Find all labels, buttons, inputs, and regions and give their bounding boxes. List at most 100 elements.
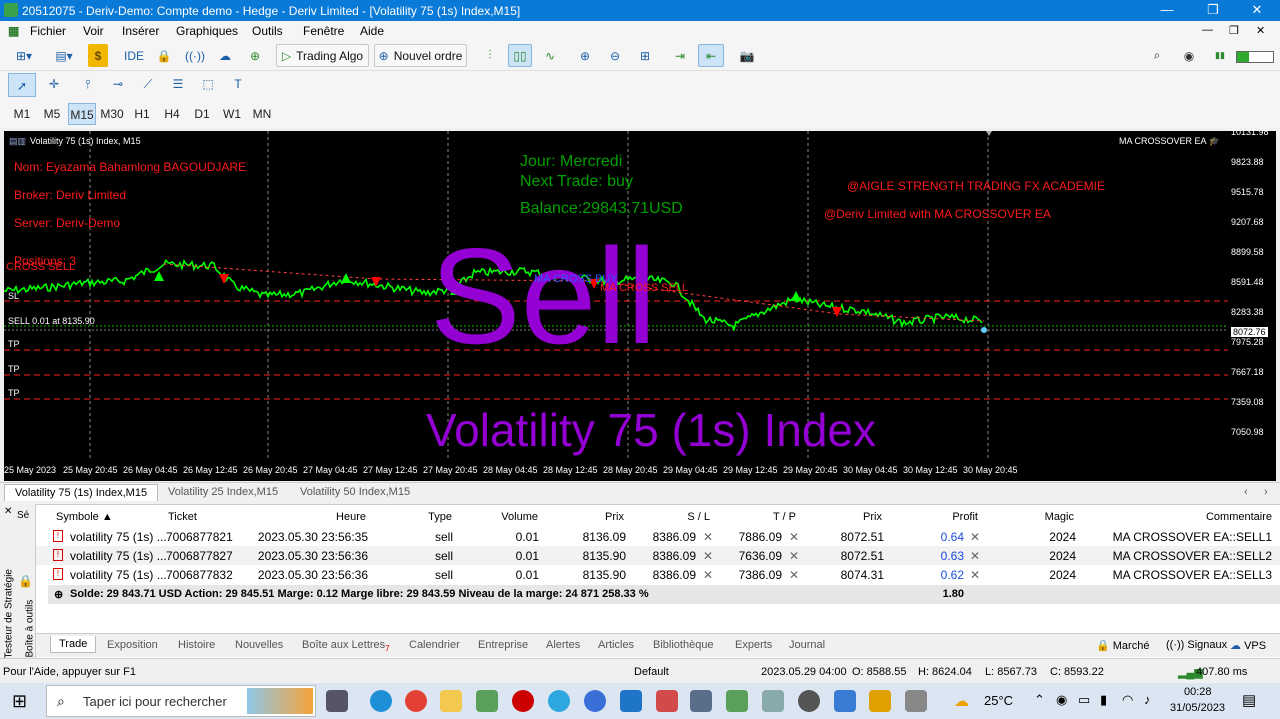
tab-entreprise[interactable]: Entreprise: [478, 639, 529, 651]
app-icon-5[interactable]: [726, 690, 748, 712]
tf-w1[interactable]: W1: [223, 107, 241, 121]
col-prix-current[interactable]: Prix: [863, 511, 882, 523]
tp-remove-icon[interactable]: ✕: [789, 568, 800, 582]
price-chart[interactable]: ▤▥ Volatility 75 (1s) Index, M15 MA CROSS…: [4, 131, 1228, 461]
app-icon-6[interactable]: [762, 690, 784, 712]
tf-d1[interactable]: D1: [194, 107, 210, 121]
globe-icon[interactable]: ⊕: [249, 48, 261, 63]
line-chart-icon[interactable]: ∿: [544, 48, 556, 63]
weather-icon[interactable]: ☁: [954, 693, 969, 710]
mini-restore[interactable]: ❐: [1229, 25, 1239, 37]
signals-button[interactable]: ((·)) Signaux: [1166, 639, 1227, 651]
account-icon[interactable]: ◉: [1183, 48, 1195, 63]
app-icon-7[interactable]: [834, 690, 856, 712]
cursor-icon[interactable]: ➚: [8, 73, 36, 97]
vscode-icon[interactable]: [620, 690, 642, 712]
keyboard-icon[interactable]: [905, 690, 927, 712]
app-icon-4[interactable]: [690, 690, 712, 712]
tab-nouvelles[interactable]: Nouvelles: [235, 639, 284, 651]
new-chart-icon[interactable]: ⊞▾: [15, 48, 33, 63]
mini-close[interactable]: ✕: [1256, 25, 1266, 37]
tf-m1[interactable]: M1: [13, 107, 31, 121]
new-order-button[interactable]: ⊕ Nouvel ordre: [374, 44, 467, 67]
crosshair-icon[interactable]: ✛: [48, 77, 60, 91]
settings-icon[interactable]: [798, 690, 820, 712]
close-position-icon[interactable]: ✕: [970, 530, 981, 544]
shapes-icon[interactable]: ⬚: [202, 77, 214, 91]
col-commentaire[interactable]: Commentaire: [1205, 511, 1272, 523]
menu-fenetre[interactable]: Fenêtre: [303, 24, 345, 38]
sl-remove-icon[interactable]: ✕: [703, 549, 714, 563]
col-prix[interactable]: Prix: [605, 511, 624, 523]
explorer-icon[interactable]: [440, 690, 462, 712]
notification-icon[interactable]: ▤: [1242, 692, 1257, 709]
taskbar-search[interactable]: ⌕ Taper ici pour rechercher: [46, 685, 316, 717]
col-profit[interactable]: Profit: [952, 511, 978, 523]
table-row[interactable]: ! volatility 75 (1s) ... 7006877821 2023…: [0, 527, 1280, 546]
trading-algo-button[interactable]: ▷ Trading Algo: [276, 44, 369, 67]
app-menu-icon[interactable]: ▦: [8, 24, 20, 38]
minimize-button[interactable]: —: [1160, 2, 1174, 17]
autoscroll-icon[interactable]: ⇥: [674, 48, 686, 63]
menu-fichier[interactable]: Fichier: [30, 24, 67, 38]
menu-voir[interactable]: Voir: [83, 24, 104, 38]
tab-histoire[interactable]: Histoire: [178, 639, 216, 651]
cloud-icon[interactable]: ☁: [219, 48, 231, 63]
windows-start-icon[interactable]: ⊞: [12, 691, 28, 711]
mini-minimize[interactable]: —: [1202, 24, 1213, 36]
edge-icon[interactable]: [370, 690, 392, 712]
menu-outils[interactable]: Outils: [252, 24, 283, 38]
channel-icon[interactable]: ☰: [172, 77, 184, 91]
level-icon[interactable]: ▮▮: [1215, 50, 1225, 60]
strategy-tester-label[interactable]: Testeur de Stratégie: [3, 569, 15, 659]
tray-network-icon[interactable]: ▭: [1078, 692, 1091, 707]
zoom-out-icon[interactable]: ⊖: [609, 48, 621, 63]
col-tp[interactable]: T / P: [772, 511, 796, 523]
bar-chart-icon[interactable]: ⫶: [488, 48, 492, 62]
dollar-icon[interactable]: $: [88, 44, 108, 67]
col-ticket[interactable]: Ticket: [168, 511, 197, 523]
col-heure[interactable]: Heure: [336, 511, 366, 523]
trendline-icon[interactable]: ⟋: [143, 77, 153, 91]
app-icon-1[interactable]: [476, 690, 498, 712]
zoom-in-icon[interactable]: ⊕: [579, 48, 591, 63]
wifi-icon[interactable]: ◠: [1122, 692, 1134, 707]
price-axis[interactable]: 10131.98 9823.88 9515.78 9207.68 8899.58…: [1228, 127, 1276, 462]
chrome-icon[interactable]: [405, 690, 427, 712]
tab-experts[interactable]: Experts: [735, 639, 773, 651]
lock-icon[interactable]: 🔒: [156, 48, 172, 63]
tab-scroll-left-icon[interactable]: ‹: [1244, 486, 1248, 498]
toolbox-label[interactable]: Boîte à outils: [24, 599, 36, 658]
signal-icon[interactable]: ((·)): [185, 48, 205, 63]
tf-m30[interactable]: M30: [100, 107, 124, 121]
col-type[interactable]: Type: [428, 511, 452, 523]
horizontal-line-icon[interactable]: ⊸: [112, 77, 124, 91]
grid-icon[interactable]: ⊞: [639, 48, 651, 63]
tab-trade[interactable]: Trade: [50, 636, 97, 653]
col-volume[interactable]: Volume: [501, 511, 538, 523]
table-row[interactable]: ! volatility 75 (1s) ... 7006877832 2023…: [0, 565, 1280, 584]
volume-icon[interactable]: ♪: [1144, 692, 1151, 707]
tab-exposition[interactable]: Exposition: [107, 639, 158, 651]
tab-scroll-right-icon[interactable]: ›: [1264, 486, 1268, 498]
col-symbole[interactable]: Symbole ▲: [56, 511, 113, 523]
metatrader-icon[interactable]: [869, 690, 891, 712]
tp-remove-icon[interactable]: ✕: [789, 549, 800, 563]
candlestick-icon[interactable]: ▯▯: [508, 44, 532, 67]
sl-remove-icon[interactable]: ✕: [703, 568, 714, 582]
tab-mailbox[interactable]: Boîte aux Lettres7: [302, 639, 390, 653]
record-icon[interactable]: [512, 690, 534, 712]
tf-h1[interactable]: H1: [134, 107, 150, 121]
expand-icon[interactable]: ⊕: [54, 589, 64, 601]
table-row[interactable]: ! volatility 75 (1s) ... 7006877827 2023…: [0, 546, 1280, 565]
col-magic[interactable]: Magic: [1044, 511, 1074, 523]
tf-m15[interactable]: M15: [68, 103, 96, 125]
telegram-icon[interactable]: [548, 690, 570, 712]
ide-button[interactable]: IDE: [123, 48, 144, 63]
restore-button[interactable]: ❐: [1207, 2, 1219, 17]
sl-remove-icon[interactable]: ✕: [703, 530, 714, 544]
task-view-icon[interactable]: [326, 690, 348, 712]
text-icon[interactable]: T: [234, 77, 242, 91]
tab-bibliotheque[interactable]: Bibliothèque: [653, 639, 714, 651]
market-button[interactable]: 🔒 Marché: [1096, 639, 1149, 652]
